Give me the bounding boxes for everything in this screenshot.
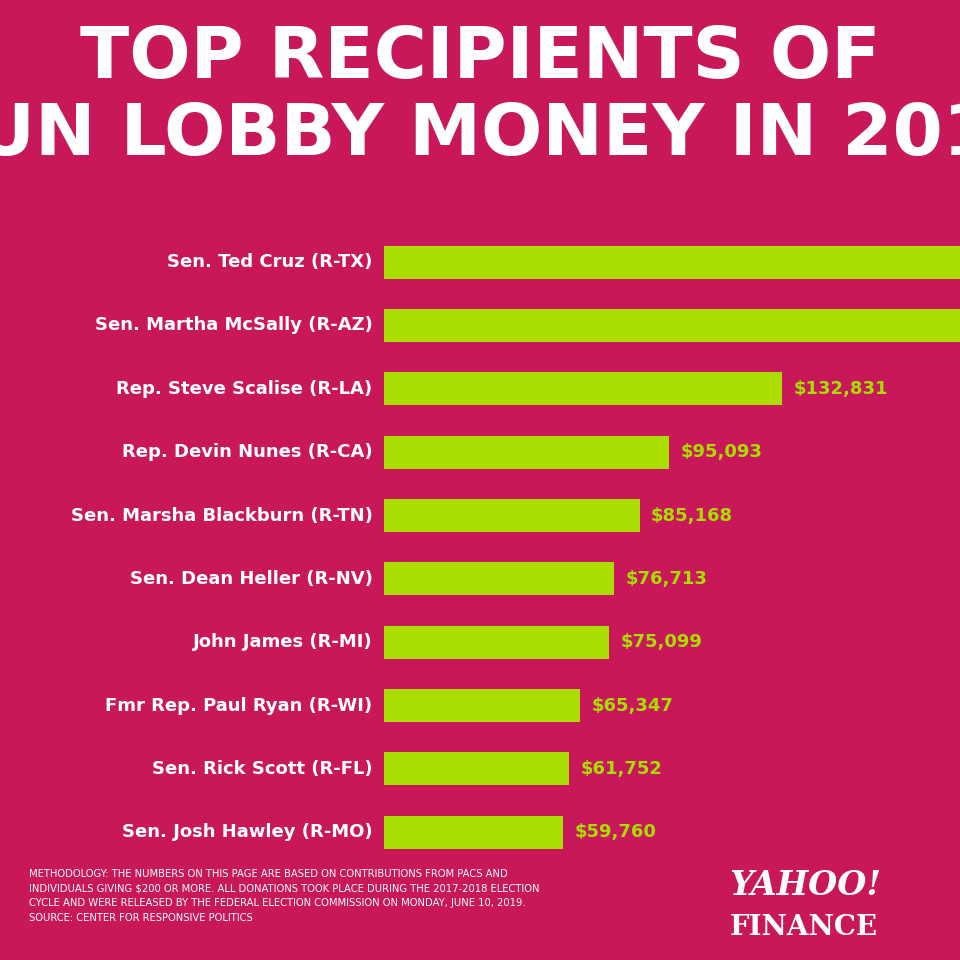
Text: Sen. Josh Hawley (R-MO): Sen. Josh Hawley (R-MO): [122, 824, 372, 841]
Text: Rep. Steve Scalise (R-LA): Rep. Steve Scalise (R-LA): [116, 380, 372, 397]
Bar: [384, 309, 960, 342]
Text: John James (R-MI): John James (R-MI): [193, 634, 372, 651]
Bar: [384, 753, 569, 785]
Text: Fmr Rep. Paul Ryan (R-WI): Fmr Rep. Paul Ryan (R-WI): [106, 697, 372, 714]
Text: Sen. Marsha Blackburn (R-TN): Sen. Marsha Blackburn (R-TN): [71, 507, 372, 524]
Text: $75,099: $75,099: [621, 634, 703, 651]
Bar: [384, 436, 669, 468]
Bar: [384, 689, 580, 722]
Bar: [384, 372, 782, 405]
Text: $132,831: $132,831: [794, 380, 889, 397]
Text: Rep. Devin Nunes (R-CA): Rep. Devin Nunes (R-CA): [122, 444, 372, 461]
Bar: [384, 563, 614, 595]
Text: GUN LOBBY MONEY IN 2018: GUN LOBBY MONEY IN 2018: [0, 101, 960, 170]
Bar: [384, 499, 639, 532]
Text: TOP RECIPIENTS OF: TOP RECIPIENTS OF: [80, 24, 880, 93]
Text: $95,093: $95,093: [681, 444, 762, 461]
Text: YAHOO!: YAHOO!: [730, 869, 881, 901]
Text: $65,347: $65,347: [591, 697, 673, 714]
Bar: [384, 816, 564, 849]
Text: $59,760: $59,760: [575, 824, 657, 841]
Text: $85,168: $85,168: [651, 507, 733, 524]
Text: Sen. Dean Heller (R-NV): Sen. Dean Heller (R-NV): [130, 570, 372, 588]
Text: $61,752: $61,752: [581, 760, 662, 778]
Text: Sen. Martha McSally (R-AZ): Sen. Martha McSally (R-AZ): [95, 317, 372, 334]
Text: $76,713: $76,713: [626, 570, 708, 588]
Text: FINANCE: FINANCE: [730, 914, 877, 941]
Text: Sen. Rick Scott (R-FL): Sen. Rick Scott (R-FL): [152, 760, 372, 778]
Text: METHODOLOGY: THE NUMBERS ON THIS PAGE ARE BASED ON CONTRIBUTIONS FROM PACS AND
I: METHODOLOGY: THE NUMBERS ON THIS PAGE AR…: [29, 869, 540, 924]
Bar: [384, 626, 610, 659]
Text: Sen. Ted Cruz (R-TX): Sen. Ted Cruz (R-TX): [167, 253, 372, 271]
Bar: [384, 246, 960, 278]
